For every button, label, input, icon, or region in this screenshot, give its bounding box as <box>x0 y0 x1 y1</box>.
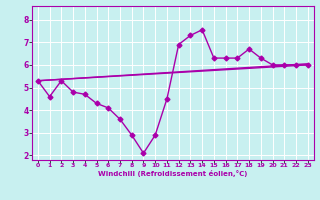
X-axis label: Windchill (Refroidissement éolien,°C): Windchill (Refroidissement éolien,°C) <box>98 170 247 177</box>
